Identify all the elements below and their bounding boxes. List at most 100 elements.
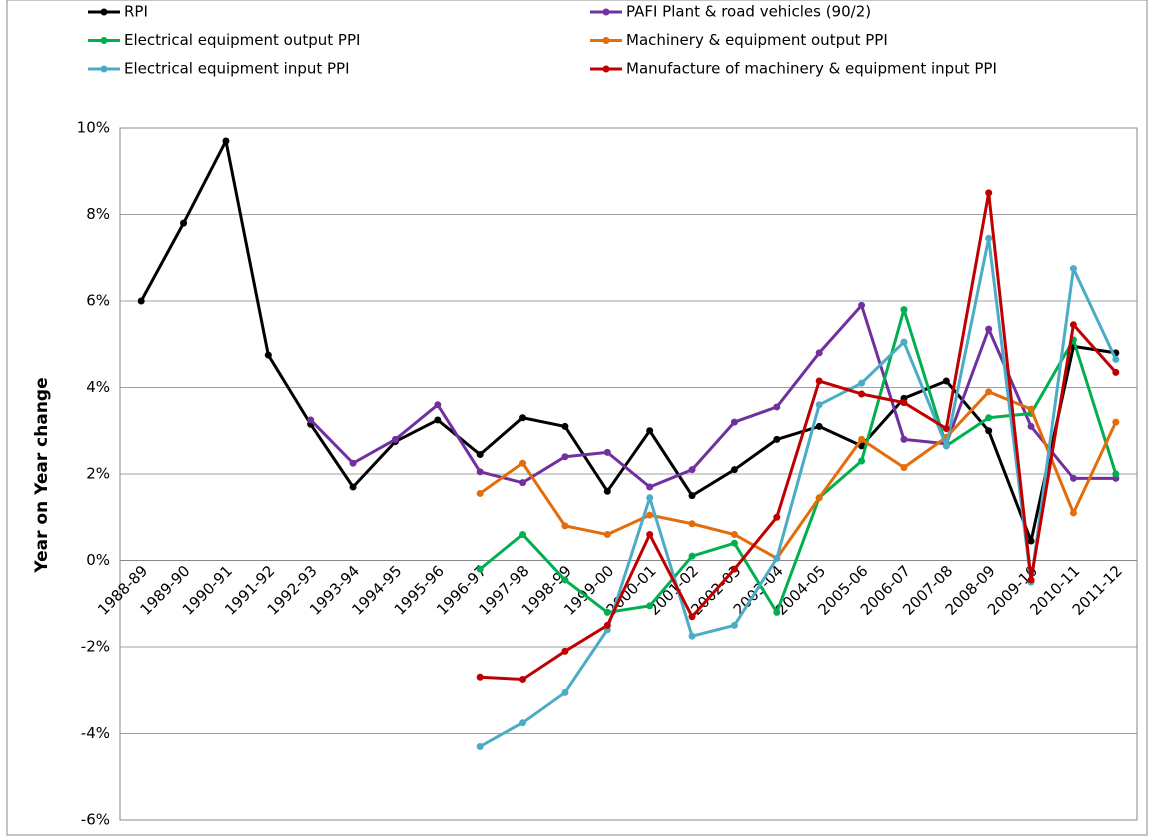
data-point bbox=[730, 621, 738, 629]
data-point bbox=[561, 453, 569, 461]
data-point bbox=[603, 608, 611, 616]
data-point bbox=[985, 325, 993, 333]
data-point bbox=[942, 377, 950, 385]
y-tick-label: 6% bbox=[86, 292, 110, 310]
data-point bbox=[264, 351, 272, 359]
data-point bbox=[900, 306, 908, 314]
data-point bbox=[603, 448, 611, 456]
data-point bbox=[519, 414, 527, 422]
data-point bbox=[1112, 355, 1120, 363]
data-point bbox=[603, 621, 611, 629]
legend-marker bbox=[100, 8, 108, 16]
data-point bbox=[1027, 537, 1035, 545]
data-point bbox=[519, 459, 527, 467]
legend-label: Electrical equipment output PPI bbox=[124, 31, 360, 49]
data-point bbox=[688, 492, 696, 500]
data-point bbox=[180, 219, 188, 227]
data-point bbox=[1112, 418, 1120, 426]
data-point bbox=[942, 425, 950, 433]
data-point bbox=[349, 459, 357, 467]
series-line bbox=[309, 303, 1116, 489]
data-point bbox=[603, 531, 611, 539]
data-point bbox=[730, 531, 738, 539]
legend-marker bbox=[100, 65, 108, 73]
data-point bbox=[688, 520, 696, 528]
data-point bbox=[773, 403, 781, 411]
y-axis-label: Year on Year change bbox=[32, 377, 52, 573]
series-line bbox=[480, 191, 1117, 681]
data-point bbox=[1027, 576, 1035, 584]
data-point bbox=[519, 675, 527, 683]
y-tick-label: -2% bbox=[81, 638, 110, 656]
data-point bbox=[476, 565, 484, 573]
data-point bbox=[1112, 470, 1120, 478]
y-tick-label: 0% bbox=[86, 551, 110, 569]
legend-label: PAFI Plant & road vehicles (90/2) bbox=[626, 3, 871, 21]
data-point bbox=[900, 435, 908, 443]
legend-label: Manufacture of machinery & equipment inp… bbox=[626, 60, 997, 78]
data-point bbox=[561, 522, 569, 530]
data-point bbox=[434, 416, 442, 424]
data-point bbox=[476, 468, 484, 476]
data-point bbox=[476, 673, 484, 681]
data-point bbox=[519, 531, 527, 539]
legend-label: RPI bbox=[124, 3, 148, 21]
data-point bbox=[773, 608, 781, 616]
data-point bbox=[349, 483, 357, 491]
data-point bbox=[985, 388, 993, 396]
plot-border bbox=[119, 127, 1138, 821]
data-point bbox=[858, 390, 866, 398]
data-point bbox=[476, 742, 484, 750]
data-point bbox=[1069, 474, 1077, 482]
data-point bbox=[985, 234, 993, 242]
data-point bbox=[391, 435, 399, 443]
data-point bbox=[773, 554, 781, 562]
data-point bbox=[815, 349, 823, 357]
data-point bbox=[646, 511, 654, 519]
legend-marker bbox=[602, 8, 610, 16]
data-point bbox=[858, 457, 866, 465]
data-point bbox=[688, 632, 696, 640]
y-tick-label: 8% bbox=[86, 205, 110, 223]
y-tick-label: -6% bbox=[81, 811, 110, 829]
legend-label: Machinery & equipment output PPI bbox=[626, 31, 888, 49]
data-point bbox=[561, 422, 569, 430]
data-point bbox=[603, 487, 611, 495]
data-point bbox=[858, 435, 866, 443]
data-point bbox=[730, 565, 738, 573]
data-point bbox=[985, 189, 993, 197]
data-point bbox=[773, 513, 781, 521]
data-point bbox=[985, 414, 993, 422]
y-tick-label: 4% bbox=[86, 378, 110, 396]
data-point bbox=[561, 576, 569, 584]
data-point bbox=[307, 416, 315, 424]
series-line bbox=[479, 236, 1118, 748]
legend-label: Electrical equipment input PPI bbox=[124, 60, 350, 78]
data-point bbox=[646, 494, 654, 502]
y-tick-label: 10% bbox=[77, 119, 110, 137]
data-point bbox=[730, 539, 738, 547]
data-point bbox=[1112, 368, 1120, 376]
legend-marker bbox=[100, 37, 108, 44]
data-point bbox=[646, 531, 654, 539]
data-point bbox=[519, 479, 527, 487]
data-point bbox=[1069, 509, 1077, 517]
data-point bbox=[815, 422, 823, 430]
data-point bbox=[858, 301, 866, 309]
data-point bbox=[900, 399, 908, 407]
data-point bbox=[1027, 405, 1035, 413]
legend-marker bbox=[602, 65, 610, 73]
data-point bbox=[646, 483, 654, 491]
legend-marker bbox=[602, 37, 610, 44]
data-point bbox=[476, 489, 484, 497]
data-point bbox=[434, 401, 442, 409]
data-point bbox=[1069, 265, 1077, 273]
data-point bbox=[730, 466, 738, 474]
data-point bbox=[942, 442, 950, 450]
data-point bbox=[900, 338, 908, 346]
data-point bbox=[858, 379, 866, 387]
data-point bbox=[730, 418, 738, 426]
data-point bbox=[561, 688, 569, 696]
data-point bbox=[646, 602, 654, 610]
